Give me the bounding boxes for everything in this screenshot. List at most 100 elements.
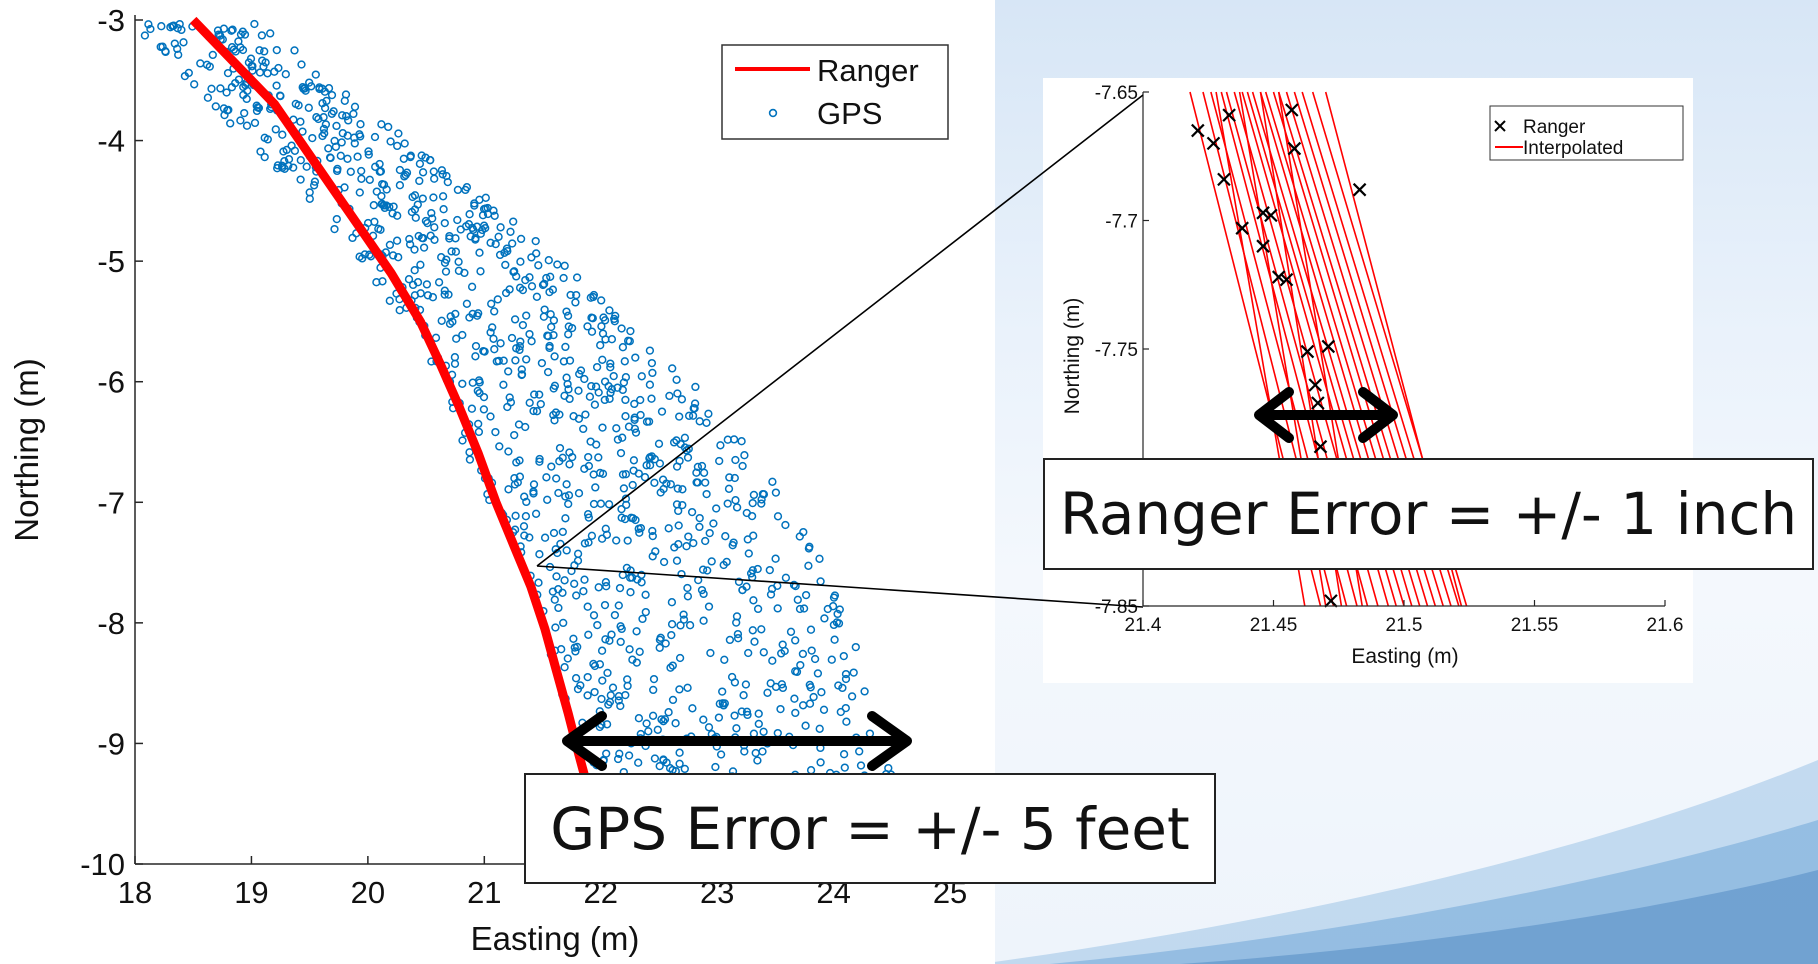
gps-point [216, 84, 225, 93]
gps-point [228, 25, 237, 34]
gps-point [208, 50, 217, 60]
gps-point [180, 71, 190, 81]
gps-point [614, 601, 623, 610]
gps-point [279, 147, 288, 156]
inset-x-tick-label: 21.5 [1386, 615, 1423, 636]
gps-point [395, 306, 404, 315]
gps-point [648, 368, 657, 378]
gps-point [305, 188, 314, 197]
legend-gps-label: GPS [817, 96, 882, 131]
gps-point [716, 441, 725, 450]
gps-point [804, 561, 813, 570]
gps-point [664, 524, 673, 533]
gps-point [540, 533, 550, 542]
gps-point [590, 400, 600, 409]
gps-point [768, 656, 777, 665]
gps-point [486, 238, 495, 247]
gps-point [677, 569, 686, 579]
gps-point [676, 621, 685, 630]
gps-point [590, 687, 599, 697]
main-y-tick-label: -8 [97, 606, 125, 641]
inset-x-tick-label: 21.45 [1250, 615, 1298, 636]
gps-point [505, 285, 514, 294]
gps-point [479, 405, 489, 414]
gps-point [763, 688, 772, 697]
gps-point [741, 680, 751, 689]
gps-point [616, 701, 625, 711]
gps-point [791, 667, 800, 676]
gps-point [395, 165, 405, 175]
gps-point [275, 91, 285, 100]
gps-point [790, 694, 799, 703]
gps-point [617, 324, 626, 333]
gps-point [173, 44, 182, 53]
gps-point [471, 352, 480, 361]
gps-point [597, 322, 606, 331]
gps-point [486, 412, 495, 421]
legend-ranger-label: Ranger [817, 53, 919, 88]
gps-point [407, 207, 417, 217]
gps-point [415, 159, 425, 168]
gps-point [405, 240, 415, 249]
gps-point [647, 358, 657, 368]
gps-point [297, 60, 306, 69]
ranger-marker [1256, 206, 1270, 220]
gps-point [675, 685, 684, 694]
gps-point [495, 442, 504, 451]
gps-point [585, 392, 595, 401]
ranger-marker [1264, 208, 1278, 223]
gps-point [506, 398, 516, 407]
ranger-marker [1217, 172, 1231, 187]
gps-point [667, 598, 677, 607]
ranger-marker [1311, 396, 1325, 410]
gps-point [833, 609, 842, 619]
gps-point [637, 372, 646, 381]
gps-point [371, 162, 380, 171]
gps-point [520, 531, 529, 540]
gps-point [623, 536, 632, 545]
gps-point [718, 687, 727, 696]
gps-point [757, 625, 766, 634]
inset-x-tick-label: 21.4 [1125, 615, 1162, 636]
gps-point [816, 743, 825, 753]
gps-point [841, 669, 851, 679]
gps-point [578, 718, 587, 727]
gps-point [598, 676, 607, 685]
gps-point [426, 231, 435, 240]
gps-point [450, 359, 460, 368]
gps-point [350, 102, 360, 111]
inset-y-tick-label: -7.75 [1095, 340, 1138, 361]
gps-point [754, 719, 763, 729]
gps-point [453, 215, 462, 225]
inset-legend: Ranger Interpolated [1489, 105, 1684, 161]
gps-point [512, 272, 521, 281]
gps-point [248, 66, 257, 75]
gps-point [501, 260, 510, 270]
gps-point [615, 749, 624, 758]
gps-point [645, 380, 655, 389]
gps-point [672, 375, 681, 384]
gps-point [773, 512, 783, 521]
gps-point [702, 418, 711, 427]
gps-point [668, 695, 678, 705]
gps-point [179, 38, 188, 47]
gps-point [539, 312, 549, 321]
gps-point [634, 714, 644, 723]
gps-point [527, 282, 537, 291]
gps-point [601, 635, 610, 644]
gps-point [510, 430, 519, 440]
gps-point [296, 175, 305, 184]
gps-point [384, 122, 393, 132]
gps-point [236, 30, 246, 39]
gps-point [731, 455, 740, 465]
gps-point [358, 254, 367, 263]
gps-point [780, 646, 789, 656]
gps-point [571, 298, 580, 307]
gps-point [332, 214, 341, 224]
gps-point [561, 342, 570, 352]
gps-point [796, 660, 805, 670]
gps-point [342, 112, 351, 121]
gps-point [819, 705, 829, 714]
gps-point [518, 320, 528, 330]
gps-point [490, 307, 499, 316]
